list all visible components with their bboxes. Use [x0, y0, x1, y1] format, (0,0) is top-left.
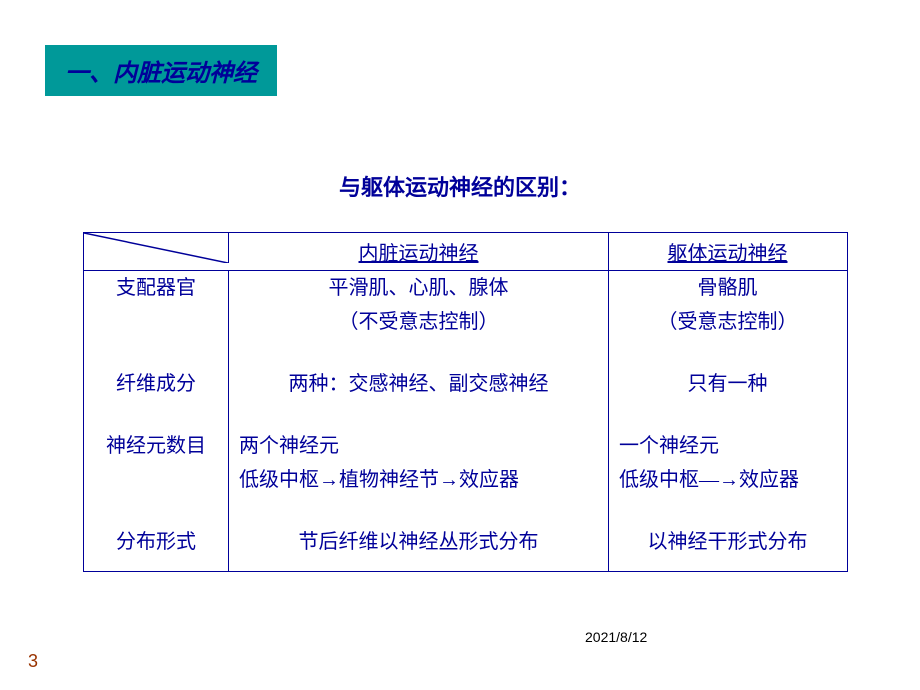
diagonal-line-icon: [84, 233, 228, 263]
visceral-3-line1: 节后纤维以神经丛形式分布: [229, 525, 608, 559]
somatic-3-line1: 以神经干形式分布: [609, 525, 846, 559]
header-col-somatic: 躯体运动神经: [609, 233, 846, 270]
row-label-3: 分布形式: [84, 525, 228, 559]
row-labels-column: 支配器官 纤维成分 神经元数目 分布形式: [84, 271, 229, 571]
somatic-2-line1: 一个神经元: [609, 429, 846, 463]
gap: [84, 401, 228, 429]
somatic-0-line2: （受意志控制）: [609, 305, 846, 339]
row-spacer: [84, 463, 228, 497]
somatic-column: 骨骼肌 （受意志控制） 只有一种 一个神经元 低级中枢—→效应器 以神经干形式分…: [609, 271, 846, 571]
gap: [229, 497, 608, 525]
header-visceral-text: 内脏运动神经: [359, 243, 479, 265]
visceral-2-line2: 低级中枢→植物神经节→效应器: [229, 463, 608, 497]
gap: [84, 559, 228, 571]
somatic-1-line1: 只有一种: [609, 367, 846, 401]
row-label-0: 支配器官: [84, 271, 228, 305]
section-title-box: 一、内脏运动神经: [45, 45, 277, 96]
somatic-0-line1: 骨骼肌: [609, 271, 846, 305]
visceral-2-line1: 两个神经元: [229, 429, 608, 463]
row-label-1: 纤维成分: [84, 367, 228, 401]
table-body: 支配器官 纤维成分 神经元数目 分布形式 平滑肌、心肌、腺体 （不受意志控制） …: [84, 271, 847, 571]
footer-page-number: 3: [28, 651, 38, 672]
comparison-table: 内脏运动神经 躯体运动神经 支配器官 纤维成分 神经元数目 分布形式 平滑肌、心…: [83, 232, 848, 572]
somatic-2-line2: 低级中枢—→效应器: [609, 463, 846, 497]
gap: [229, 559, 608, 571]
visceral-0-line1: 平滑肌、心肌、腺体: [229, 271, 608, 305]
row-label-2: 神经元数目: [84, 429, 228, 463]
header-col-visceral: 内脏运动神经: [229, 233, 609, 270]
row-spacer: [84, 305, 228, 339]
gap: [609, 339, 846, 367]
header-diagonal-cell: [84, 233, 229, 263]
visceral-column: 平滑肌、心肌、腺体 （不受意志控制） 两种：交感神经、副交感神经 两个神经元 低…: [229, 271, 609, 571]
gap: [84, 497, 228, 525]
subtitle: 与躯体运动神经的区别：: [0, 170, 920, 202]
section-title: 一、内脏运动神经: [65, 61, 257, 87]
visceral-1-line1: 两种：交感神经、副交感神经: [229, 367, 608, 401]
gap: [229, 339, 608, 367]
header-somatic-text: 躯体运动神经: [668, 243, 788, 265]
gap: [609, 559, 846, 571]
gap: [229, 401, 608, 429]
gap: [84, 339, 228, 367]
table-header-row: 内脏运动神经 躯体运动神经: [84, 233, 847, 271]
visceral-0-line2: （不受意志控制）: [229, 305, 608, 339]
gap: [609, 497, 846, 525]
footer-date: 2021/8/12: [585, 629, 647, 645]
gap: [609, 401, 846, 429]
